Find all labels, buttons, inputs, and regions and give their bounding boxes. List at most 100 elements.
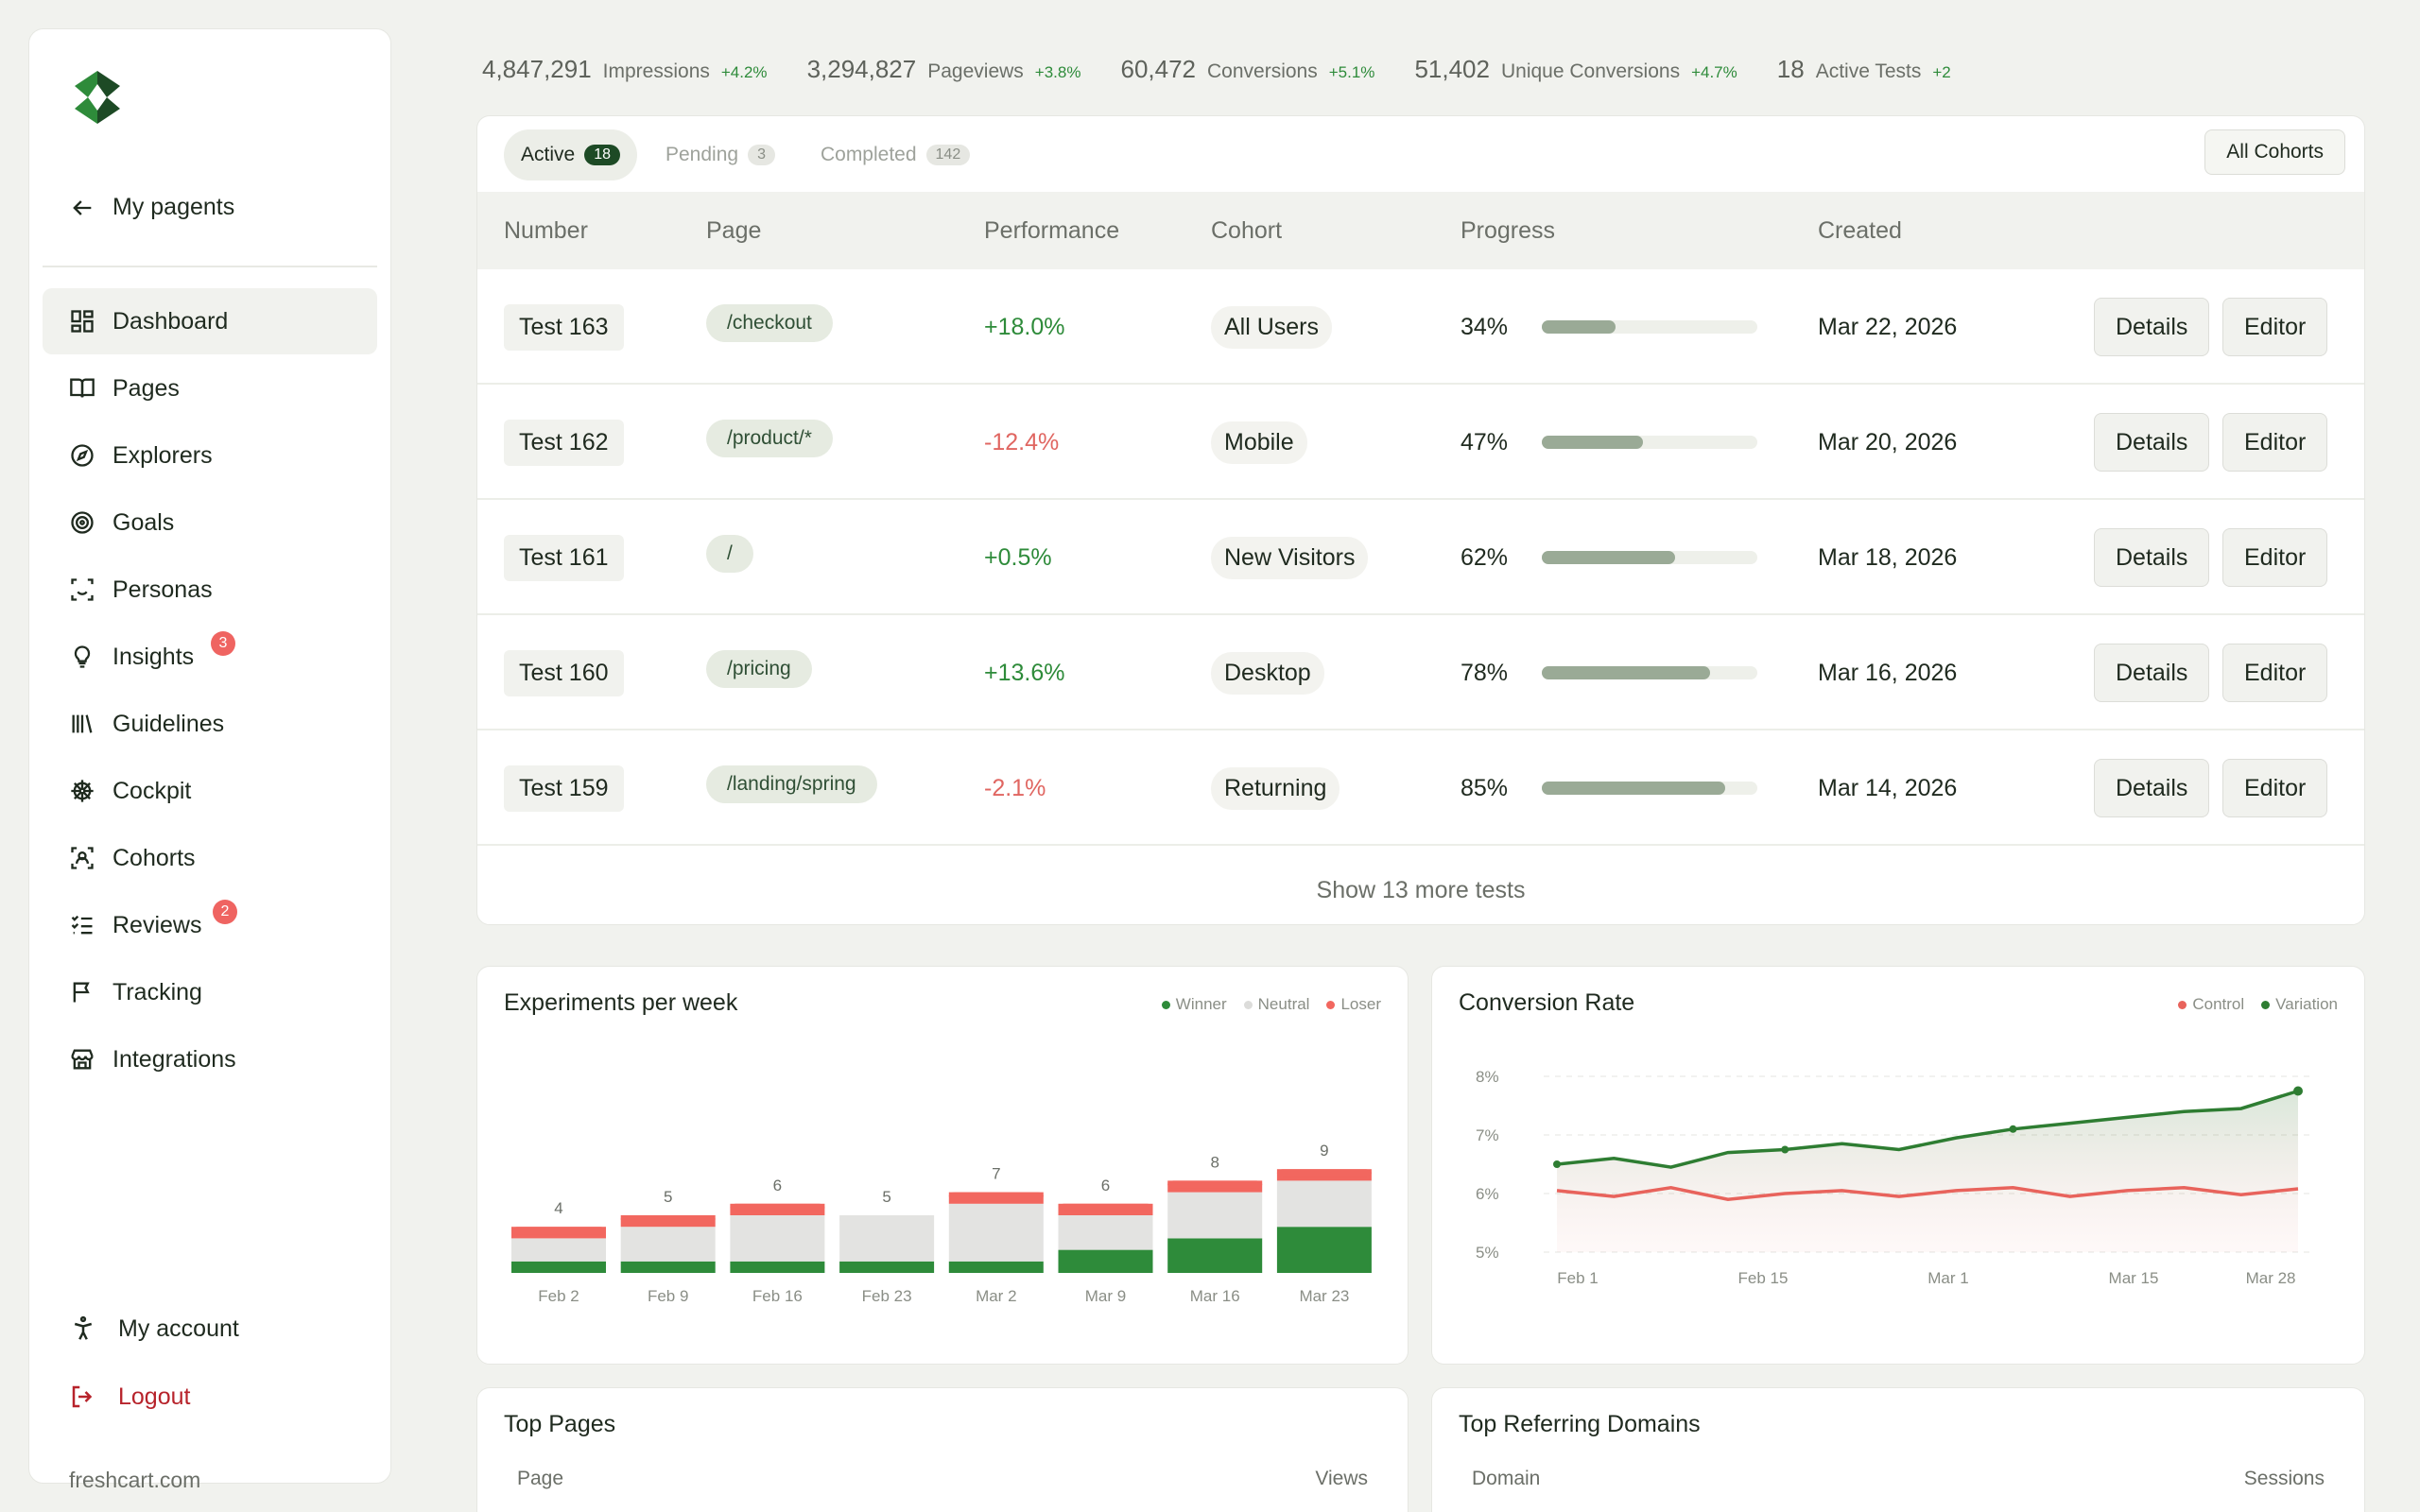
- persona-scan-icon: [71, 578, 94, 601]
- dashboard-icon: [71, 310, 94, 333]
- stat-label: Impressions: [602, 60, 710, 82]
- group-scan-icon: [71, 847, 94, 869]
- insights-badge: 3: [211, 631, 235, 656]
- bar-cap: [948, 1192, 1044, 1200]
- cell-actions: Editor: [2222, 269, 2328, 385]
- tab-label: Pending: [665, 144, 739, 165]
- test-number[interactable]: Test 162: [504, 419, 624, 466]
- tab-completed[interactable]: Completed 142: [804, 129, 987, 180]
- sidebar-item-explorers[interactable]: Explorers: [43, 422, 377, 489]
- book-icon: [70, 378, 95, 398]
- stat-value: 18: [1776, 55, 1805, 83]
- sidebar-item-cockpit[interactable]: Cockpit: [43, 758, 377, 824]
- tab-label: Active: [521, 144, 576, 165]
- progress-bar: [1542, 782, 1758, 795]
- sidebar-item-reviews[interactable]: Reviews 2: [43, 892, 377, 958]
- cell-number: Test 160: [504, 615, 624, 730]
- cell-actions: Details: [2094, 730, 2210, 846]
- tab-count: 3: [748, 145, 775, 165]
- editor-button[interactable]: Editor: [2222, 644, 2328, 702]
- bar-total-label: 6: [773, 1177, 782, 1194]
- progress-label: 34%: [1461, 313, 1509, 340]
- sidebar-item-cohorts[interactable]: Cohorts: [43, 825, 377, 891]
- cell-actions: Editor: [2222, 385, 2328, 500]
- experiments-bar-chart: 4 Feb 2 5 Feb 9 6 Feb 16 5 Feb 23 7 Mar 2 6 Mar 9 8 M…: [511, 1142, 1372, 1305]
- page-path-chip: /: [706, 535, 753, 573]
- sidebar-item-integrations[interactable]: Integrations: [43, 1026, 377, 1092]
- sidebar-item-personas[interactable]: Personas: [43, 557, 377, 623]
- cohort-chip: Returning: [1211, 766, 1340, 810]
- sidebar-item-label: Cockpit: [112, 777, 192, 804]
- bar-segment-neutral: [511, 1238, 606, 1262]
- table-row: Test 163/checkout +18.0% All Users 34% Mar 2…: [477, 269, 2364, 385]
- table-header: Number Page Performance Cohort Progress …: [477, 192, 2364, 269]
- checklist-icon: [71, 915, 93, 935]
- details-button[interactable]: Details: [2094, 644, 2210, 702]
- cell-number: Test 162: [504, 385, 624, 500]
- logo-icon: [75, 71, 120, 124]
- all-cohorts-button[interactable]: All Cohorts: [2204, 129, 2345, 175]
- page-path-chip: /checkout: [706, 304, 833, 342]
- sidebar-item-goals[interactable]: Goals: [43, 490, 377, 556]
- table-row: Test 161 / +0.5% New Visitors 62% Mar 18, 202…: [477, 500, 2364, 615]
- test-number[interactable]: Test 160: [504, 649, 624, 696]
- progress-label: 85%: [1461, 774, 1509, 801]
- variation-line: [1556, 1089, 2299, 1169]
- stat-unique-conversions: 51,402 Unique Conversions +4.7%: [1414, 55, 1737, 84]
- my-account-link[interactable]: My account: [69, 1314, 239, 1343]
- sidebar-divider: [43, 266, 377, 267]
- y-tick-label: 7%: [1476, 1126, 1499, 1144]
- column-header-domain: Domain: [1472, 1468, 1541, 1489]
- editor-button[interactable]: Editor: [2222, 759, 2328, 817]
- test-number[interactable]: Test 161: [504, 534, 624, 581]
- sidebar-item-dashboard[interactable]: Dashboard: [43, 288, 377, 354]
- bar-segment-winner: [1167, 1238, 1263, 1273]
- editor-button[interactable]: Editor: [2222, 528, 2328, 587]
- sidebar-item-label: Insights: [112, 643, 195, 670]
- table-row: Test 162/product/* -12.4% Mobile 47% Mar 20,…: [477, 385, 2364, 500]
- test-number[interactable]: Test 163: [504, 303, 624, 351]
- bar-cap: [839, 1215, 935, 1223]
- details-button[interactable]: Details: [2094, 759, 2210, 817]
- legend-label: Loser: [1340, 995, 1381, 1013]
- cell-page: /pricing: [706, 615, 812, 730]
- sidebar-item-insights[interactable]: Insights 3: [43, 624, 377, 690]
- cell-actions: Editor: [2222, 730, 2328, 846]
- variation-point: [1781, 1145, 1789, 1154]
- x-tick-label: Mar 9: [1085, 1287, 1126, 1305]
- stat-delta: +4.7%: [1691, 63, 1737, 81]
- bar-segment-winner: [1276, 1227, 1372, 1273]
- back-link-label: My pagents: [112, 194, 235, 220]
- show-more-tests-link[interactable]: Show 13 more tests: [1316, 876, 1526, 903]
- column-header-performance: Performance: [984, 216, 1120, 244]
- top-pages-card: Top Pages Page Views: [476, 1387, 1409, 1512]
- cell-progress: 47%: [1461, 385, 1758, 500]
- top-referring-domains-card: Top Referring Domains Domain Sessions: [1431, 1387, 2365, 1512]
- sidebar-item-label: Tracking: [112, 978, 202, 1005]
- sidebar-item-pages[interactable]: Pages: [43, 355, 377, 421]
- bar-segment-neutral: [620, 1227, 716, 1262]
- stat-value: 60,472: [1120, 55, 1197, 83]
- reviews-badge: 2: [213, 900, 237, 924]
- details-button[interactable]: Details: [2094, 298, 2210, 356]
- tab-pending[interactable]: Pending 3: [648, 129, 792, 180]
- sidebar-item-label: Goals: [112, 508, 175, 536]
- page-path-chip: /pricing: [706, 650, 812, 688]
- cohort-chip: Mobile: [1211, 421, 1307, 464]
- details-button[interactable]: Details: [2094, 413, 2210, 472]
- cell-number: Test 159: [504, 730, 624, 846]
- editor-button[interactable]: Editor: [2222, 413, 2328, 472]
- logout-link[interactable]: Logout: [69, 1383, 190, 1411]
- details-button[interactable]: Details: [2094, 528, 2210, 587]
- stat-impressions: 4,847,291 Impressions +4.2%: [482, 55, 768, 84]
- progress-fill: [1542, 782, 1725, 795]
- tab-active[interactable]: Active 18: [504, 129, 637, 180]
- back-to-pagents-link[interactable]: My pagents: [69, 194, 234, 221]
- x-tick-label: Feb 15: [1738, 1269, 1789, 1287]
- editor-button[interactable]: Editor: [2222, 298, 2328, 356]
- stat-value: 4,847,291: [482, 55, 592, 83]
- test-number[interactable]: Test 159: [504, 765, 624, 812]
- sidebar-item-tracking[interactable]: Tracking: [43, 959, 377, 1025]
- sidebar-item-guidelines[interactable]: Guidelines: [43, 691, 377, 757]
- bar-segment-neutral: [730, 1215, 825, 1262]
